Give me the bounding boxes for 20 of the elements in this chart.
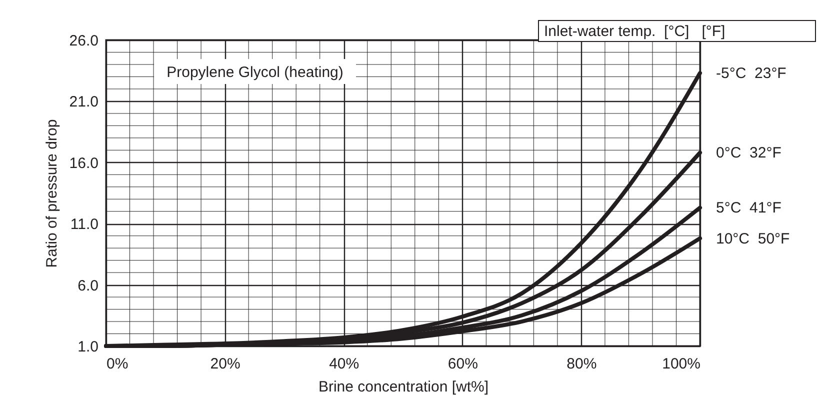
heading-box: Inlet-water temp. [°C] [°F] bbox=[538, 20, 816, 42]
y-tick-label: 1.0 bbox=[78, 338, 98, 356]
y-tick-label: 6.0 bbox=[78, 277, 98, 294]
x-tick-label: 100% bbox=[662, 356, 700, 372]
y-axis-title: Ratio of pressure drop bbox=[43, 119, 60, 268]
y-tick-label: 21.0 bbox=[69, 94, 98, 111]
x-tick-label: 40% bbox=[329, 356, 360, 372]
x-axis-title: Brine concentration [wt%] bbox=[318, 378, 489, 396]
x-tick-label: 80% bbox=[566, 356, 597, 372]
series-label: 5°C 41°F bbox=[716, 200, 782, 217]
y-tick-label: 26.0 bbox=[69, 32, 98, 50]
x-tick-label: 0% bbox=[106, 356, 128, 372]
series-label: 10°C 50°F bbox=[716, 230, 790, 248]
x-tick-label: 60% bbox=[448, 356, 478, 372]
x-tick-label: 20% bbox=[210, 356, 240, 372]
series-label: -5°C 23°F bbox=[716, 65, 786, 82]
series-label: 0°C 32°F bbox=[716, 144, 782, 162]
text: Propylene Glycol (heating) bbox=[166, 64, 344, 81]
y-tick-label: 11.0 bbox=[70, 216, 98, 234]
y-tick-label: 16.0 bbox=[69, 154, 98, 172]
